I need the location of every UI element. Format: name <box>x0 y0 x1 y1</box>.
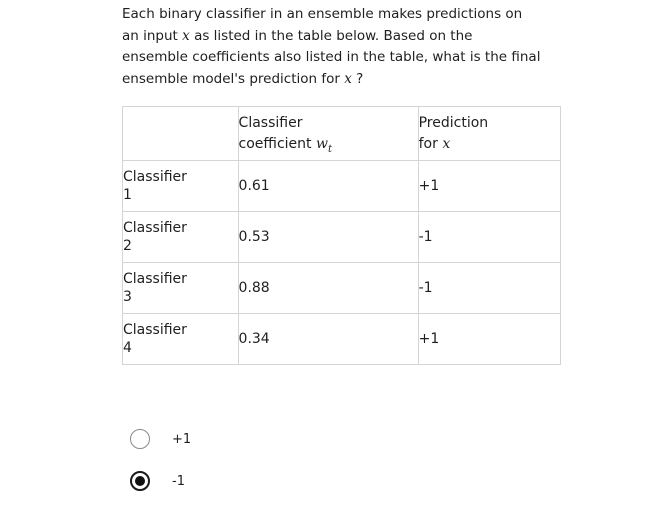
classifier-name-line1: Classifier <box>123 321 187 338</box>
answer-option-minus-one[interactable]: -1 <box>130 468 191 494</box>
classifier-name-cell: Classifier 4 <box>122 312 239 365</box>
coefficient-symbol-w: w <box>315 136 328 152</box>
header-coefficient-line1: Classifier <box>238 115 303 131</box>
prediction-symbol-x: x <box>442 136 451 152</box>
header-prediction-line2: for <box>418 136 438 152</box>
coefficient-cell: 0.61 <box>237 159 419 212</box>
variable-x: x <box>182 27 190 44</box>
classifier-name-line2: 2 <box>123 237 132 254</box>
question-part-2: as listed in the table below. Based on t… <box>122 27 541 87</box>
prediction-cell: -1 <box>417 210 562 263</box>
classifier-name-line1: Classifier <box>123 219 187 236</box>
answer-option-plus-one[interactable]: +1 <box>130 426 191 452</box>
answer-options: +1 -1 <box>130 426 191 510</box>
coefficient-symbol: wt <box>315 136 332 155</box>
radio-button[interactable] <box>130 429 150 449</box>
radio-button-selected[interactable] <box>130 471 150 491</box>
header-coefficient-line2: coefficient <box>238 136 312 152</box>
header-prediction: Prediction for x <box>417 106 562 161</box>
classifier-name-line1: Classifier <box>123 168 187 185</box>
coefficient-cell: 0.34 <box>237 312 419 365</box>
prediction-cell: -1 <box>417 261 562 314</box>
table-header-row: Classifier coefficient wt Prediction for… <box>122 106 562 161</box>
classifier-name-line2: 3 <box>123 288 132 305</box>
question-part-1: Each binary classifier in an ensemble ma… <box>122 6 523 44</box>
question-part-3: ? <box>356 70 364 87</box>
classifier-name-cell: Classifier 3 <box>122 261 239 314</box>
classifier-name-line1: Classifier <box>123 270 187 287</box>
answer-option-label: -1 <box>172 473 185 489</box>
coefficient-cell: 0.53 <box>237 210 419 263</box>
table-row: Classifier 4 0.34 +1 <box>122 312 562 365</box>
table-row: Classifier 3 0.88 -1 <box>122 261 562 314</box>
prediction-cell: +1 <box>417 159 562 212</box>
header-prediction-line1: Prediction <box>418 115 489 131</box>
coefficient-symbol-subscript: t <box>327 143 332 155</box>
header-coefficient: Classifier coefficient wt <box>237 106 419 161</box>
classifier-name-cell: Classifier 2 <box>122 210 239 263</box>
classifier-name-line2: 1 <box>123 186 132 203</box>
table-row: Classifier 2 0.53 -1 <box>122 210 562 263</box>
table-row: Classifier 1 0.61 +1 <box>122 159 562 212</box>
classifier-name-line2: 4 <box>123 339 132 356</box>
answer-option-label: +1 <box>172 431 192 447</box>
classifier-name-cell: Classifier 1 <box>122 159 239 212</box>
variable-x: x <box>344 70 352 87</box>
classifier-table: Classifier coefficient wt Prediction for… <box>122 106 562 365</box>
prediction-cell: +1 <box>417 312 562 365</box>
question-text: Each binary classifier in an ensemble ma… <box>122 4 542 90</box>
coefficient-cell: 0.88 <box>237 261 419 314</box>
header-empty-cell <box>122 106 239 161</box>
